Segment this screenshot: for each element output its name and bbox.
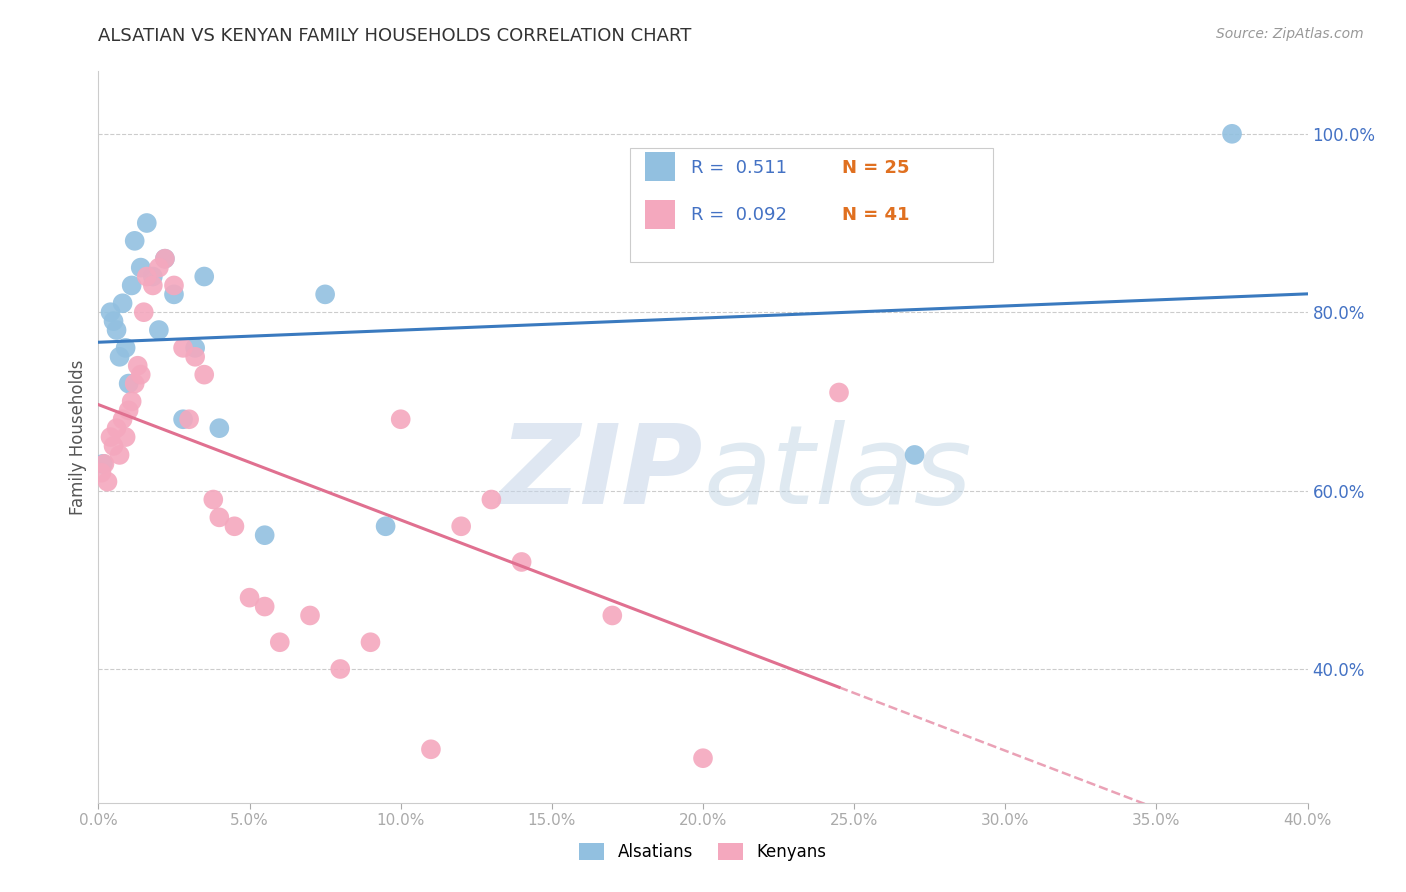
- Point: [239, 591, 262, 605]
- Point: [142, 278, 165, 293]
- Point: [108, 350, 131, 364]
- Point: [124, 376, 146, 391]
- Point: [269, 635, 291, 649]
- Point: [828, 385, 851, 400]
- Point: [360, 635, 382, 649]
- Point: [132, 305, 155, 319]
- Point: [314, 287, 336, 301]
- Point: [602, 608, 624, 623]
- Text: Source: ZipAtlas.com: Source: ZipAtlas.com: [1216, 27, 1364, 41]
- Point: [193, 269, 215, 284]
- Point: [114, 341, 136, 355]
- Point: [450, 519, 472, 533]
- Text: atlas: atlas: [703, 420, 972, 527]
- Point: [105, 421, 128, 435]
- Point: [163, 287, 186, 301]
- Point: [253, 599, 276, 614]
- Point: [124, 234, 146, 248]
- Legend: Alsatians, Kenyans: Alsatians, Kenyans: [572, 836, 834, 868]
- Point: [208, 421, 231, 435]
- Point: [224, 519, 246, 533]
- Point: [127, 359, 149, 373]
- Point: [114, 430, 136, 444]
- Text: ALSATIAN VS KENYAN FAMILY HOUSEHOLDS CORRELATION CHART: ALSATIAN VS KENYAN FAMILY HOUSEHOLDS COR…: [98, 27, 692, 45]
- Y-axis label: Family Households: Family Households: [69, 359, 87, 515]
- Point: [329, 662, 352, 676]
- Point: [904, 448, 927, 462]
- Point: [374, 519, 396, 533]
- Point: [510, 555, 533, 569]
- Point: [153, 252, 176, 266]
- Point: [135, 269, 157, 284]
- Point: [103, 314, 125, 328]
- Point: [153, 252, 176, 266]
- Point: [193, 368, 215, 382]
- Point: [135, 216, 157, 230]
- FancyBboxPatch shape: [645, 200, 675, 228]
- Point: [118, 403, 141, 417]
- Point: [129, 260, 152, 275]
- Text: N = 25: N = 25: [842, 159, 910, 177]
- Text: R =  0.511: R = 0.511: [690, 159, 787, 177]
- Point: [172, 412, 194, 426]
- Point: [163, 278, 186, 293]
- Point: [96, 475, 118, 489]
- Point: [91, 457, 114, 471]
- FancyBboxPatch shape: [645, 153, 675, 181]
- Point: [179, 412, 201, 426]
- Point: [481, 492, 503, 507]
- Point: [111, 412, 134, 426]
- Point: [105, 323, 128, 337]
- Point: [208, 510, 231, 524]
- Point: [389, 412, 412, 426]
- Point: [420, 742, 443, 756]
- Point: [108, 448, 131, 462]
- Point: [184, 350, 207, 364]
- Point: [253, 528, 276, 542]
- Point: [299, 608, 322, 623]
- Point: [692, 751, 714, 765]
- Point: [172, 341, 194, 355]
- Point: [142, 269, 165, 284]
- Point: [121, 278, 143, 293]
- Point: [148, 260, 170, 275]
- Point: [202, 492, 225, 507]
- Point: [93, 457, 115, 471]
- Point: [118, 376, 141, 391]
- Point: [148, 323, 170, 337]
- Point: [100, 430, 122, 444]
- Point: [90, 466, 112, 480]
- FancyBboxPatch shape: [630, 148, 993, 261]
- Point: [100, 305, 122, 319]
- Text: ZIP: ZIP: [499, 420, 703, 527]
- Point: [1220, 127, 1243, 141]
- Text: N = 41: N = 41: [842, 206, 910, 225]
- Point: [103, 439, 125, 453]
- Point: [121, 394, 143, 409]
- Point: [129, 368, 152, 382]
- Point: [184, 341, 207, 355]
- Point: [111, 296, 134, 310]
- Text: R =  0.092: R = 0.092: [690, 206, 787, 225]
